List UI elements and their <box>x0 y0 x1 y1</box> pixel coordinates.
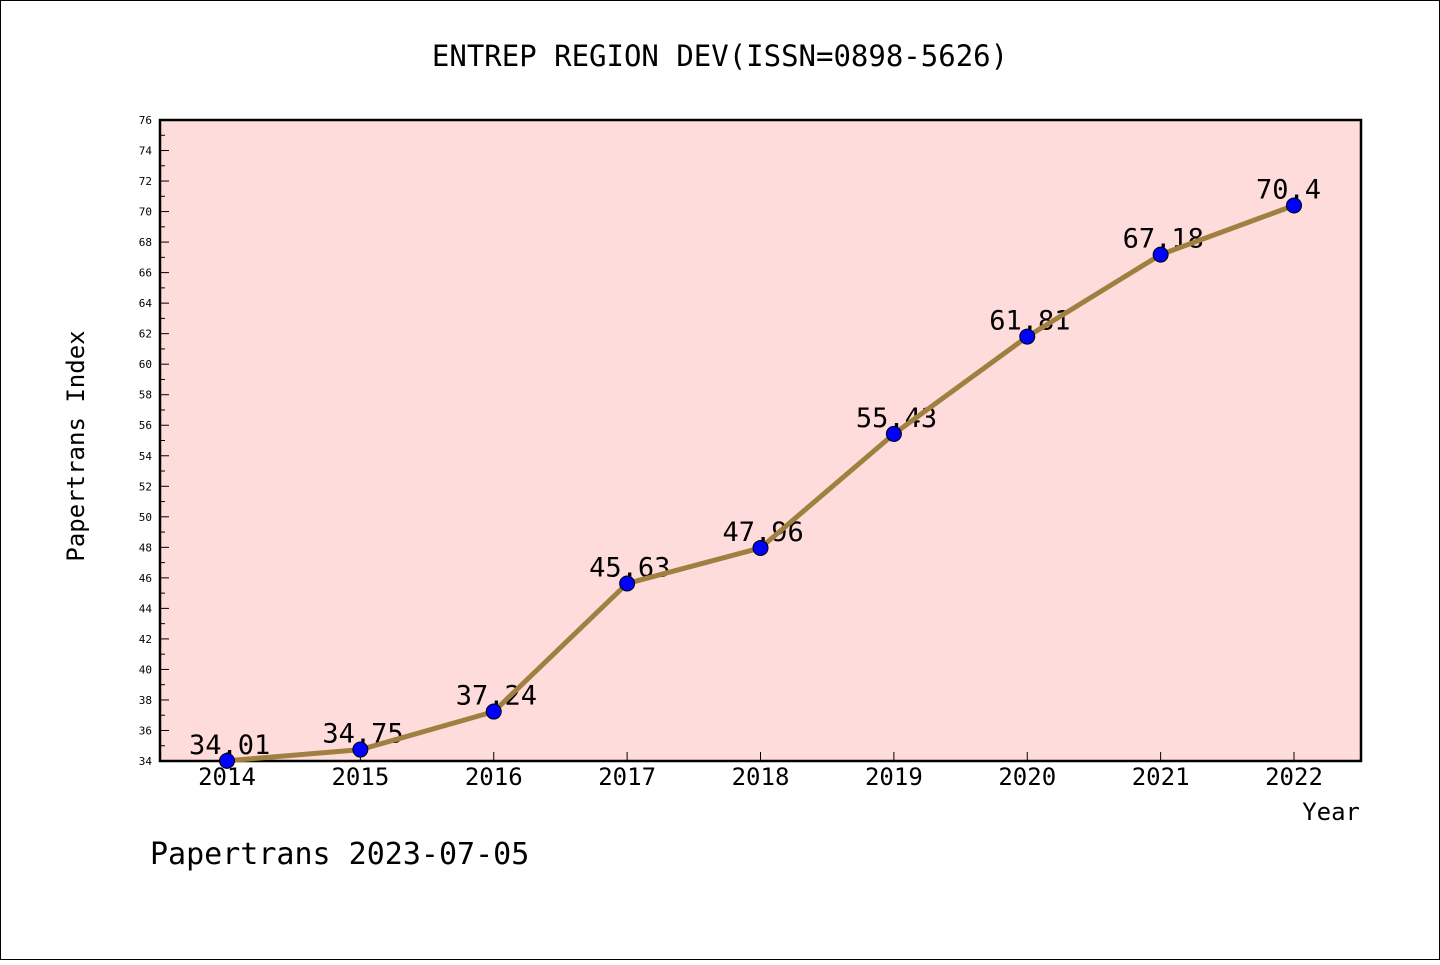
y-tick-label: 34 <box>139 755 153 768</box>
y-tick-label: 42 <box>139 633 152 646</box>
y-tick-label: 44 <box>139 602 153 615</box>
y-tick-label: 62 <box>139 328 152 341</box>
data-point <box>619 575 636 592</box>
x-tick-label: 2020 <box>998 763 1056 791</box>
y-tick-label: 60 <box>139 358 152 371</box>
data-point <box>1019 328 1036 345</box>
y-tick-label: 74 <box>139 145 153 158</box>
x-tick-label: 2022 <box>1265 763 1323 791</box>
data-point <box>885 425 902 442</box>
y-tick-label: 66 <box>139 267 152 280</box>
y-tick-label: 70 <box>139 206 152 219</box>
y-tick-label: 46 <box>139 572 152 585</box>
x-tick-label: 2018 <box>732 763 790 791</box>
x-axis-label: Year <box>1302 798 1360 826</box>
y-tick-label: 40 <box>139 663 152 676</box>
y-tick-label: 54 <box>139 450 153 463</box>
series-layer <box>219 197 1302 769</box>
y-tick-label: 48 <box>139 541 152 554</box>
x-tick-label: 2016 <box>465 763 523 791</box>
x-axis-ticks: 2014 2015 2016 2017 2018 2019 2020 2021 2022 <box>198 752 1323 791</box>
footer-text: Papertrans 2023-07-05 <box>150 837 529 872</box>
y-tick-label: 50 <box>139 511 152 524</box>
data-point <box>1286 197 1302 214</box>
y-tick-label: 72 <box>139 175 152 188</box>
y-tick-label: 36 <box>139 724 152 737</box>
data-labels: 34.01 34.7537.2445.6347.9655.4361.8167.18… <box>189 174 1321 760</box>
y-axis-label: Papertrans Index <box>62 330 90 561</box>
y-tick-label: 64 <box>139 297 153 310</box>
data-point <box>485 703 502 720</box>
y-tick-label: 76 <box>139 114 152 127</box>
data-point <box>1152 246 1169 263</box>
chart-title: ENTREP REGION DEV(ISSN=0898-5626) <box>432 39 1008 73</box>
data-point <box>219 752 235 769</box>
y-tick-label: 58 <box>139 389 152 402</box>
y-tick-label: 52 <box>139 480 152 493</box>
x-tick-label: 2017 <box>598 763 656 791</box>
data-point <box>752 539 769 556</box>
x-tick-label: 2015 <box>331 763 389 791</box>
x-tick-label: 2019 <box>865 763 923 791</box>
y-axis-ticks: 34 36 38 40 42 44 46 48 50 52 54 56 58 60 62 64 66 68 70 72… <box>139 114 169 768</box>
y-tick-label: 68 <box>139 236 152 249</box>
plot-area <box>158 118 1363 763</box>
data-point <box>352 741 369 758</box>
x-tick-label: 2021 <box>1132 763 1190 791</box>
y-tick-label: 38 <box>139 694 152 707</box>
y-tick-label: 56 <box>139 419 152 432</box>
